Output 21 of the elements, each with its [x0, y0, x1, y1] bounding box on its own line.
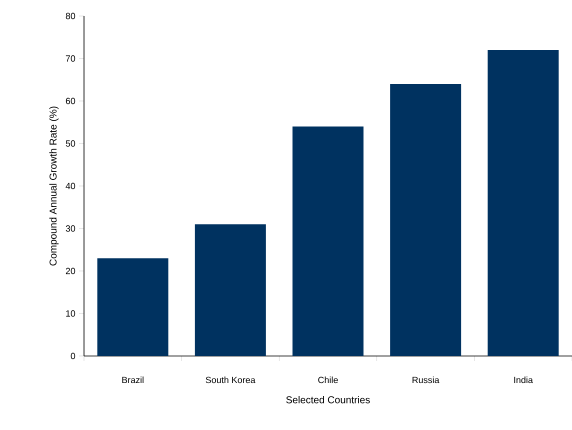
y-tick-label: 20	[66, 268, 76, 274]
x-tick-label: Russia	[412, 376, 440, 384]
bar	[292, 126, 364, 356]
x-tick-label: Chile	[318, 376, 338, 384]
bar	[97, 258, 168, 356]
bar	[194, 224, 266, 356]
y-tick-label: 10	[66, 310, 76, 317]
y-tick-label: 0	[70, 352, 76, 360]
y-axis-title: Compound Annual Growth Rate (%)	[49, 106, 59, 266]
y-tick-label: 70	[66, 55, 76, 62]
y-tick-label: 60	[66, 98, 76, 104]
y-tick-label: 30	[66, 225, 76, 232]
x-axis-title: Selected Countries	[286, 396, 370, 404]
x-tick-label: South Korea	[206, 376, 256, 384]
y-tick-label: 50	[66, 140, 76, 147]
bar	[488, 50, 559, 356]
x-tick-label: Brazil	[122, 376, 144, 384]
x-tick-label: India	[514, 376, 533, 384]
y-tick-label: 40	[66, 182, 76, 190]
bar	[390, 84, 462, 356]
y-tick-label: 80	[66, 12, 76, 20]
